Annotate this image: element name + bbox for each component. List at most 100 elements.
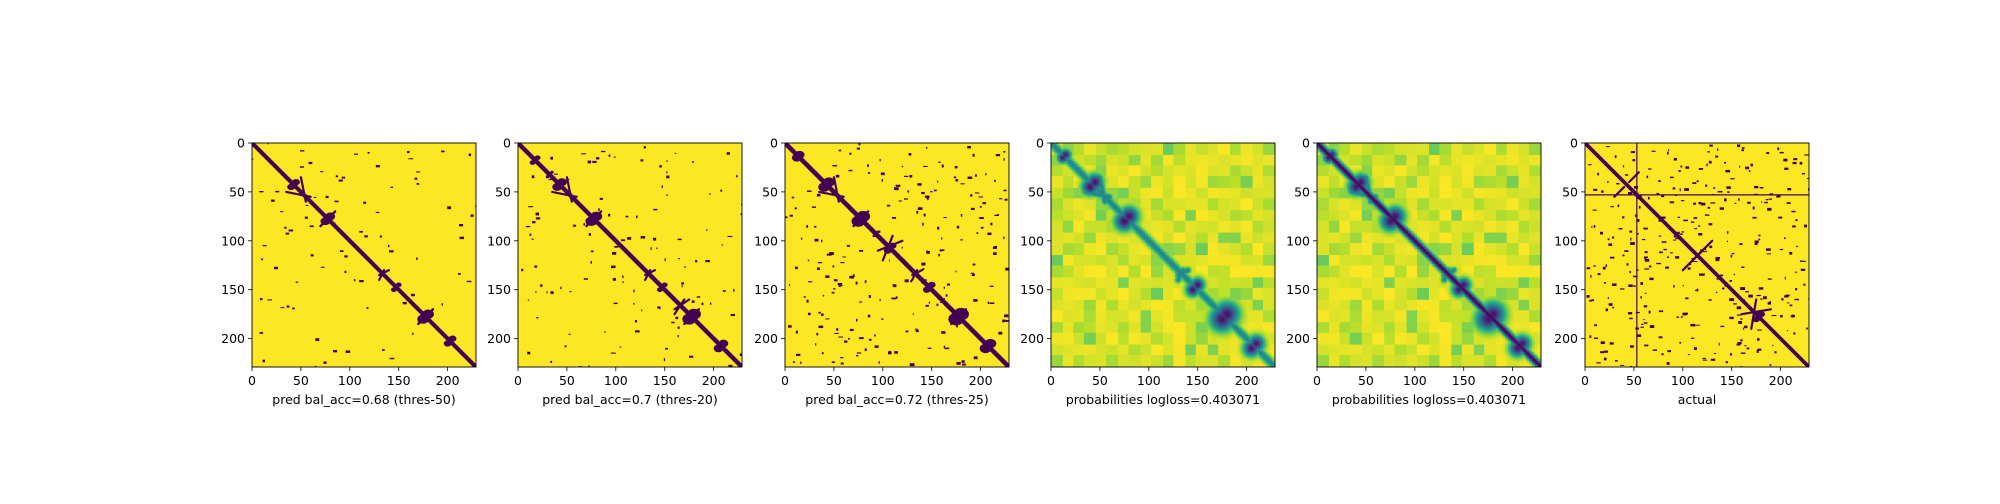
contact-point <box>280 307 284 308</box>
contact-point <box>633 290 634 293</box>
contact-point <box>621 239 625 241</box>
contact-point <box>612 252 616 255</box>
contact-point <box>915 329 918 330</box>
contact-point <box>990 286 994 287</box>
contact-point <box>812 206 816 207</box>
contact-point <box>459 224 463 226</box>
contact-point <box>960 183 964 184</box>
contact-point <box>868 172 870 174</box>
contact-point <box>857 148 860 150</box>
contact-point <box>847 245 850 247</box>
y-tick-label: 150 <box>221 282 245 297</box>
contact-point <box>306 205 308 206</box>
contact-point <box>666 160 667 162</box>
contact-point <box>819 312 821 314</box>
contact-point <box>697 296 700 297</box>
y-tick-label: 0 <box>503 136 511 151</box>
contact-point <box>340 250 344 252</box>
contact-point <box>942 165 944 168</box>
contact-point <box>354 279 355 281</box>
contact-point <box>839 150 842 152</box>
contact-point <box>459 237 464 239</box>
contact-point <box>611 266 615 268</box>
contact-point <box>796 354 800 356</box>
contact-point <box>960 239 962 240</box>
contact-point <box>305 217 308 219</box>
contact-point <box>841 285 843 286</box>
contact-blob <box>449 336 457 342</box>
contact-point <box>532 175 535 178</box>
contact-point <box>613 278 616 281</box>
contact-point <box>536 317 538 318</box>
contact-point <box>902 166 903 167</box>
contact-point <box>859 250 863 252</box>
contact-point <box>889 351 891 353</box>
contact-point <box>336 175 338 177</box>
contact-point <box>973 264 976 266</box>
contact-point <box>659 165 661 167</box>
x-axis-label: pred bal_acc=0.68 (thres-50) <box>272 392 455 407</box>
contact-point <box>955 271 956 273</box>
contact-point <box>923 166 927 167</box>
contact-point <box>263 360 265 362</box>
x-tick-label: 100 <box>338 373 362 388</box>
contact-point <box>363 202 366 204</box>
x-tick-label: 150 <box>653 373 677 388</box>
heatmap-cells <box>1051 143 1275 367</box>
contact-point <box>849 153 851 155</box>
contact-point <box>627 237 631 240</box>
contact-blob <box>444 340 452 346</box>
contact-point <box>842 256 845 257</box>
contact-point <box>961 214 962 217</box>
contact-point <box>411 294 415 296</box>
contact-point <box>581 153 586 154</box>
contact-point <box>550 361 552 363</box>
contact-point <box>565 345 567 347</box>
contact-point <box>918 207 923 210</box>
contact-point <box>941 331 945 334</box>
contact-point <box>532 221 535 223</box>
contact-point <box>320 171 323 172</box>
contact-point <box>999 198 1002 199</box>
contact-point <box>447 206 451 209</box>
contact-blob <box>662 282 668 287</box>
contact-point <box>733 289 734 292</box>
contact-point <box>1002 320 1005 323</box>
y-tick-label: 0 <box>237 136 245 151</box>
contact-blob <box>923 287 931 293</box>
contact-point <box>640 159 643 161</box>
contact-point <box>259 191 263 192</box>
contact-point <box>819 326 824 328</box>
contact-point <box>287 306 290 308</box>
contact-point <box>832 165 837 166</box>
contact-point <box>376 165 380 167</box>
contact-point <box>970 194 972 196</box>
contact-point <box>971 273 974 274</box>
contact-point <box>817 194 821 197</box>
contact-point <box>857 352 861 353</box>
contact-point <box>983 202 986 204</box>
contact-point <box>641 236 645 238</box>
contact-point <box>1004 158 1005 160</box>
contact-point <box>968 177 973 179</box>
contact-point <box>662 185 663 188</box>
contact-point <box>339 180 343 182</box>
contact-point <box>412 333 413 335</box>
contact-point <box>309 162 313 164</box>
contact-point <box>869 295 871 298</box>
contact-point <box>608 214 610 217</box>
contact-point <box>601 151 605 152</box>
contact-point <box>905 279 909 282</box>
contact-point <box>947 284 950 286</box>
contact-point <box>528 300 530 301</box>
contact-point <box>916 330 919 332</box>
contact-point <box>591 261 592 264</box>
contact-point <box>894 187 899 190</box>
contact-point <box>315 338 319 341</box>
contact-point <box>804 296 806 297</box>
contact-blob <box>530 160 536 165</box>
contact-point <box>944 346 945 348</box>
contact-point <box>380 235 382 237</box>
